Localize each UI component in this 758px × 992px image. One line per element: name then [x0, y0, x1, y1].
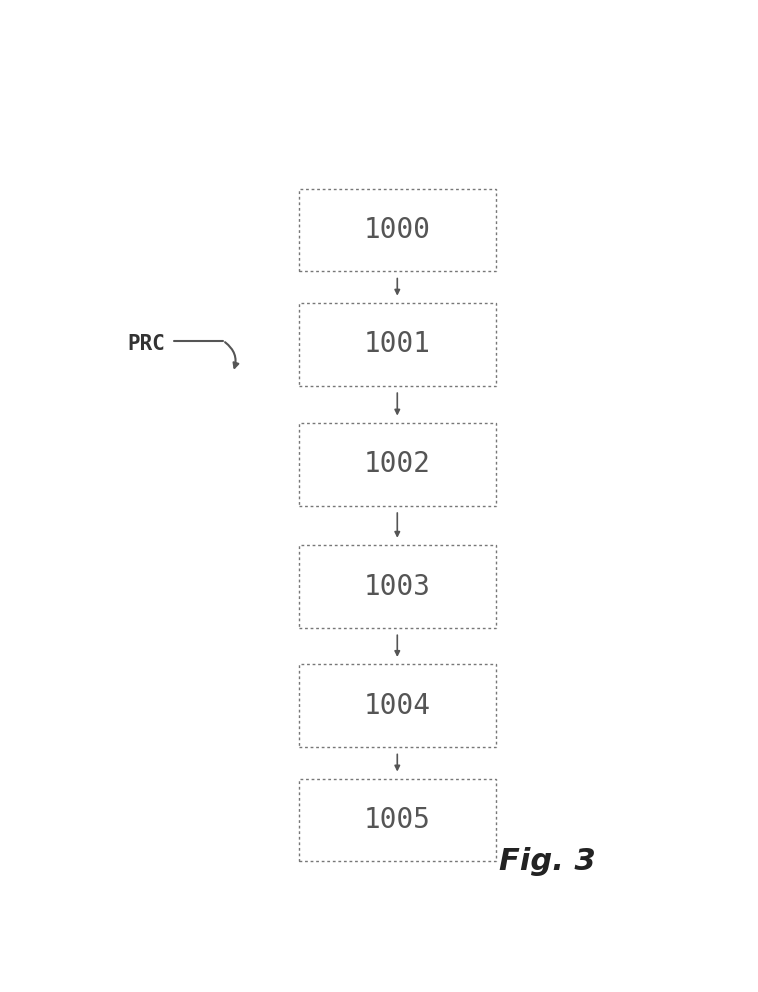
Bar — [299, 304, 496, 386]
Bar — [299, 423, 496, 506]
Text: 1002: 1002 — [364, 450, 431, 478]
Text: 1003: 1003 — [364, 572, 431, 600]
Text: 1004: 1004 — [364, 691, 431, 719]
Bar — [299, 665, 496, 747]
Text: 1000: 1000 — [364, 216, 431, 244]
Bar — [299, 779, 496, 861]
Text: Fig. 3: Fig. 3 — [499, 847, 596, 876]
Text: 1005: 1005 — [364, 806, 431, 834]
Text: 1001: 1001 — [364, 330, 431, 358]
Bar — [299, 188, 496, 271]
Bar — [299, 546, 496, 628]
Text: PRC: PRC — [127, 334, 165, 354]
